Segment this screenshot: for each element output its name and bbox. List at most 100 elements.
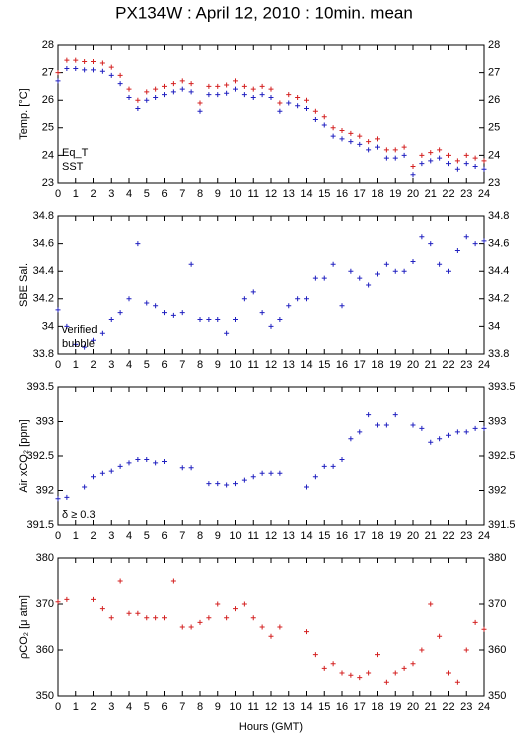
data-point: [224, 90, 230, 96]
data-point: [73, 57, 79, 63]
data-point: [215, 317, 221, 322]
x-tick-label: 0: [55, 188, 61, 200]
data-point: [179, 78, 185, 84]
data-point: [241, 477, 247, 483]
y-tick-label: 370: [36, 598, 54, 610]
y-tick-label: 25: [42, 122, 54, 134]
data-point: [357, 275, 363, 281]
x-tick-label: 18: [371, 701, 383, 713]
y-tick-label: 34: [42, 320, 54, 332]
data-point: [428, 439, 434, 445]
data-point: [446, 670, 451, 676]
data-point: [472, 163, 478, 169]
data-point: [206, 317, 212, 322]
data-point: [206, 615, 212, 621]
data-point: [437, 147, 443, 153]
x-tick-label: 17: [354, 359, 366, 371]
data-point: [91, 596, 96, 602]
data-point: [437, 436, 443, 442]
x-tick-label: 5: [144, 359, 150, 371]
data-point: [99, 606, 105, 612]
data-point: [304, 484, 309, 490]
data-point: [312, 275, 318, 281]
data-point: [126, 94, 132, 100]
data-point: [437, 261, 443, 267]
data-point: [153, 460, 159, 466]
x-tick-label: 24: [478, 188, 490, 200]
data-point: [188, 261, 194, 267]
y-tick-label: 393.5: [26, 381, 54, 393]
data-point: [250, 474, 256, 480]
data-point: [330, 261, 336, 267]
data-point: [321, 114, 327, 120]
data-point: [91, 67, 96, 73]
chart-title: PX134W : April 12, 2010 : 10min. mean: [115, 3, 413, 22]
data-point: [233, 86, 238, 92]
data-point: [312, 117, 318, 123]
x-axis-label: Hours (GMT): [239, 721, 303, 733]
y2-tick-label: 24: [488, 149, 500, 161]
data-point: [55, 70, 61, 76]
data-point: [304, 629, 309, 635]
x-tick-label: 21: [425, 188, 437, 200]
data-point: [277, 470, 283, 476]
data-point: [375, 271, 380, 277]
data-point: [188, 81, 194, 87]
data-point: [241, 83, 247, 89]
legend-entry: Eq_T: [62, 147, 89, 159]
x-tick-label: 4: [126, 701, 132, 713]
x-tick-label: 20: [407, 530, 419, 542]
x-tick-label: 4: [126, 530, 132, 542]
data-point: [268, 323, 274, 329]
plot-frame: [57, 44, 485, 184]
data-point: [197, 100, 203, 106]
data-point: [215, 481, 221, 487]
x-tick-label: 11: [248, 359, 259, 371]
x-tick-label: 5: [144, 530, 150, 542]
data-point: [64, 65, 70, 71]
data-point: [401, 268, 407, 274]
x-tick-label: 3: [108, 701, 114, 713]
x-tick-label: 2: [90, 188, 96, 200]
data-point: [206, 92, 212, 98]
x-tick-label: 17: [354, 530, 366, 542]
data-point: [463, 152, 469, 158]
data-point: [162, 92, 167, 98]
data-point: [117, 81, 123, 87]
data-point: [348, 139, 354, 145]
data-point: [419, 647, 425, 653]
data-point: [304, 105, 309, 111]
data-point: [366, 670, 372, 676]
data-point: [392, 147, 398, 153]
y2-tick-label: 34.6: [488, 238, 509, 250]
x-tick-label: 15: [318, 530, 330, 542]
x-tick-label: 9: [215, 188, 221, 200]
data-point: [250, 615, 256, 621]
data-point: [215, 83, 221, 89]
data-point: [401, 144, 407, 150]
data-point: [392, 155, 398, 161]
data-point: [91, 474, 96, 480]
x-tick-label: 0: [55, 359, 61, 371]
data-point: [330, 463, 336, 469]
data-point: [126, 460, 132, 466]
x-tick-label: 21: [425, 530, 437, 542]
data-point: [117, 463, 123, 469]
data-point: [277, 108, 283, 114]
data-point: [410, 259, 416, 265]
data-point: [126, 610, 132, 616]
data-point: [215, 601, 221, 607]
data-point: [339, 303, 345, 309]
x-tick-label: 22: [442, 701, 454, 713]
x-tick-label: 7: [179, 359, 185, 371]
y2-tick-label: 23: [488, 177, 500, 189]
data-point: [162, 310, 167, 316]
data-point: [321, 665, 327, 671]
data-point: [383, 261, 389, 267]
data-point: [419, 234, 425, 240]
legend-entry: SST: [62, 161, 84, 173]
x-tick-label: 3: [108, 188, 114, 200]
x-tick-label: 13: [283, 359, 295, 371]
x-tick-label: 23: [460, 359, 472, 371]
data-point: [330, 125, 336, 131]
